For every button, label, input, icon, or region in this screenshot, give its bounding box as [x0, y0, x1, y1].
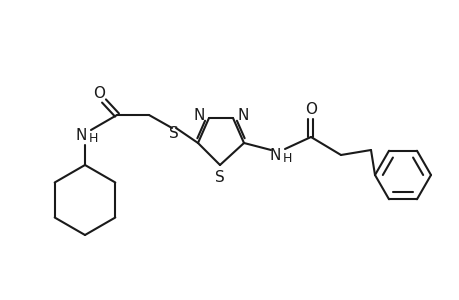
Text: O: O	[93, 85, 105, 100]
Text: S: S	[169, 125, 179, 140]
Text: S: S	[215, 169, 224, 184]
Text: N: N	[269, 148, 280, 163]
Text: O: O	[304, 101, 316, 116]
Text: N: N	[193, 109, 204, 124]
Text: H: H	[282, 152, 291, 166]
Text: N: N	[237, 109, 248, 124]
Text: H: H	[88, 131, 97, 145]
Text: N: N	[75, 128, 86, 142]
